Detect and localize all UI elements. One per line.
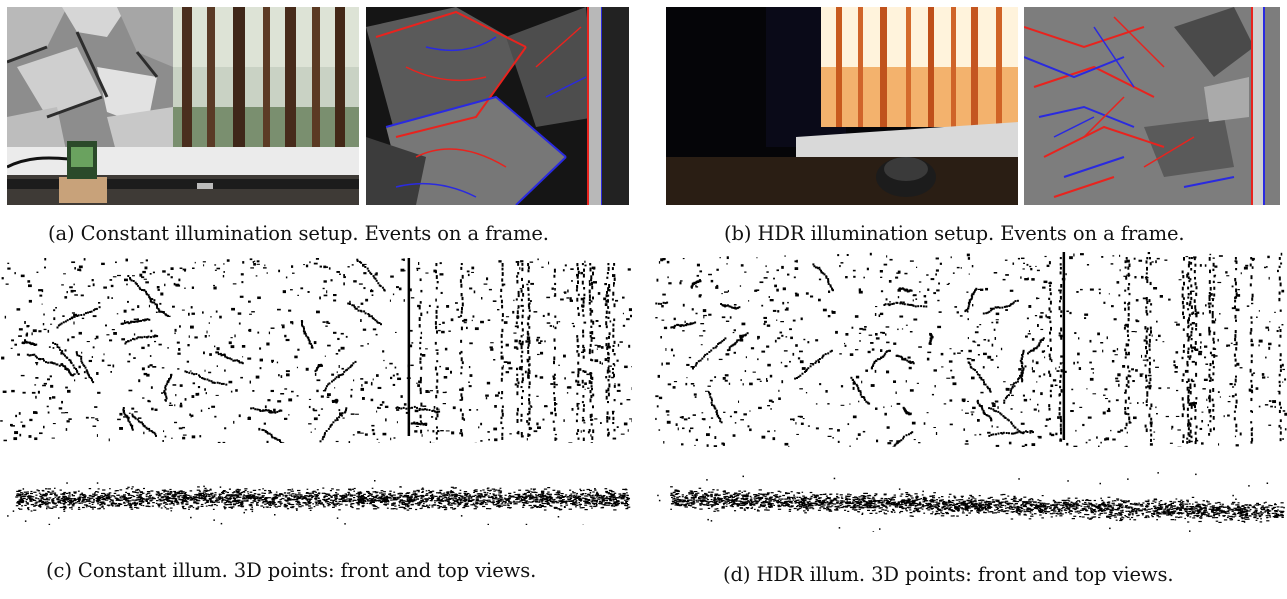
caption-d: (d) HDR illum. 3D points: front and top …: [723, 563, 1174, 586]
caption-b: (b) HDR illumination setup. Events on a …: [724, 222, 1185, 245]
pointcloud-constant-top: [0, 480, 632, 525]
pointcloud-constant-front: [0, 258, 632, 443]
caption-a: (a) Constant illumination setup. Events …: [48, 222, 549, 245]
pointcloud-hdr-front: [655, 252, 1287, 447]
caption-c: (c) Constant illum. 3D points: front and…: [46, 559, 537, 582]
photo-constant-setup: [7, 7, 359, 205]
event-frame-hdr: [1024, 7, 1280, 205]
event-frame-constant: [366, 7, 629, 205]
pointcloud-hdr-top: [655, 472, 1287, 532]
photo-hdr-setup: [666, 7, 1018, 205]
